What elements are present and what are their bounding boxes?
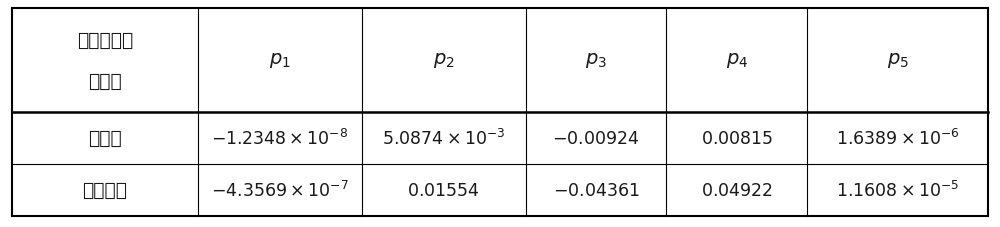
Text: $1.6389\times10^{-6}$: $1.6389\times10^{-6}$ xyxy=(836,128,959,148)
Text: $\mathit{p}_{2}$: $\mathit{p}_{2}$ xyxy=(433,51,455,70)
Text: $\mathit{p}_{5}$: $\mathit{p}_{5}$ xyxy=(887,51,909,70)
Text: $\mathit{p}_{3}$: $\mathit{p}_{3}$ xyxy=(585,51,607,70)
Text: 悬索式: 悬索式 xyxy=(88,129,122,148)
Text: $0.00815$: $0.00815$ xyxy=(701,129,773,147)
Text: 跨越结构基: 跨越结构基 xyxy=(77,31,133,50)
Text: $-0.04361$: $-0.04361$ xyxy=(553,181,639,199)
Text: $0.04922$: $0.04922$ xyxy=(701,181,773,199)
Text: $0.01554$: $0.01554$ xyxy=(407,181,480,199)
Text: $1.1608\times10^{-5}$: $1.1608\times10^{-5}$ xyxy=(836,180,959,200)
Text: $\mathit{p}_{4}$: $\mathit{p}_{4}$ xyxy=(726,51,748,70)
Text: 本形式: 本形式 xyxy=(88,72,122,91)
Text: $\mathit{p}_{1}$: $\mathit{p}_{1}$ xyxy=(269,51,291,70)
Text: $-1.2348\times10^{-8}$: $-1.2348\times10^{-8}$ xyxy=(211,128,348,148)
Text: $-4.3569\times10^{-7}$: $-4.3569\times10^{-7}$ xyxy=(211,180,349,200)
Text: $5.0874\times10^{-3}$: $5.0874\times10^{-3}$ xyxy=(382,128,505,148)
Text: $-0.00924$: $-0.00924$ xyxy=(552,129,640,147)
Text: 斜拉索式: 斜拉索式 xyxy=(82,180,127,199)
